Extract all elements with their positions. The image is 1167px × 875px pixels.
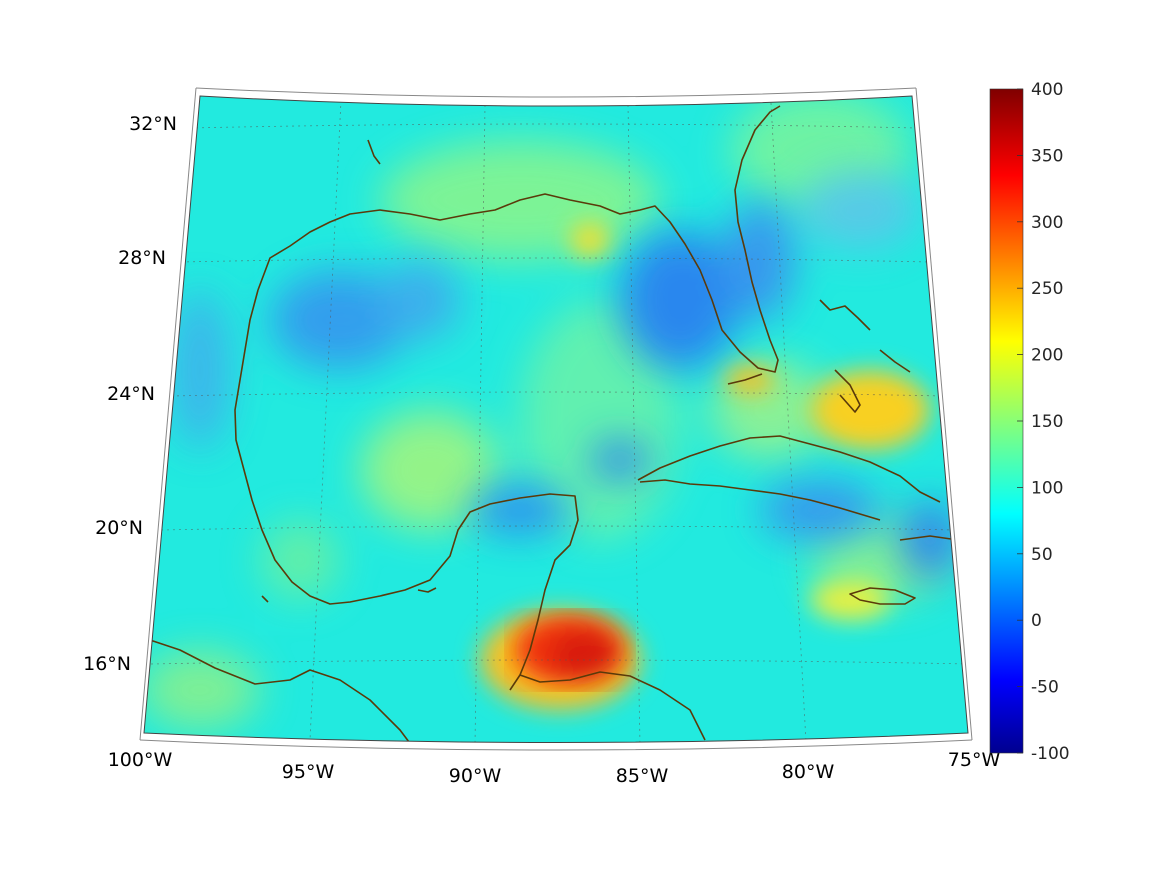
lon-label-80: 80°W (782, 761, 835, 783)
colorbar-tick-label: -100 (1031, 744, 1070, 764)
colorbar-tick-label: 400 (1031, 80, 1063, 100)
data-field (144, 96, 968, 743)
colorbar-tick-label: 100 (1031, 478, 1063, 498)
lat-label-20: 20°N (95, 517, 143, 539)
colorbar-tick-label: 300 (1031, 213, 1063, 233)
colorbar-tick-label: -50 (1031, 678, 1059, 698)
lat-label-32: 32°N (129, 113, 177, 135)
lat-label-16: 16°N (83, 653, 131, 675)
lon-label-75: 75°W (948, 749, 1001, 771)
colorbar: 400 350 300 250 200 150 100 50 0 -50 -100 (989, 80, 1070, 764)
lon-label-95: 95°W (282, 761, 335, 783)
colorbar-tick-label: 50 (1031, 545, 1053, 565)
lat-label-28: 28°N (118, 247, 166, 269)
longitude-labels: 100°W 95°W 90°W 85°W 80°W 75°W (108, 749, 1001, 787)
map-frame (139, 87, 973, 751)
colorbar-tick-label: 350 (1031, 146, 1063, 166)
lon-label-90: 90°W (449, 765, 502, 787)
lat-label-24: 24°N (107, 383, 155, 405)
colorbar-tick-label: 250 (1031, 279, 1063, 299)
lon-label-85: 85°W (616, 765, 669, 787)
colorbar-tick-label: 0 (1031, 611, 1042, 631)
graticule (150, 99, 968, 743)
colorbar-tick-label: 200 (1031, 346, 1063, 366)
coastlines (149, 105, 959, 743)
lon-label-100: 100°W (108, 749, 173, 771)
colorbar-tick-label: 150 (1031, 412, 1063, 432)
latitude-labels: 32°N 28°N 24°N 20°N 16°N (83, 113, 177, 675)
